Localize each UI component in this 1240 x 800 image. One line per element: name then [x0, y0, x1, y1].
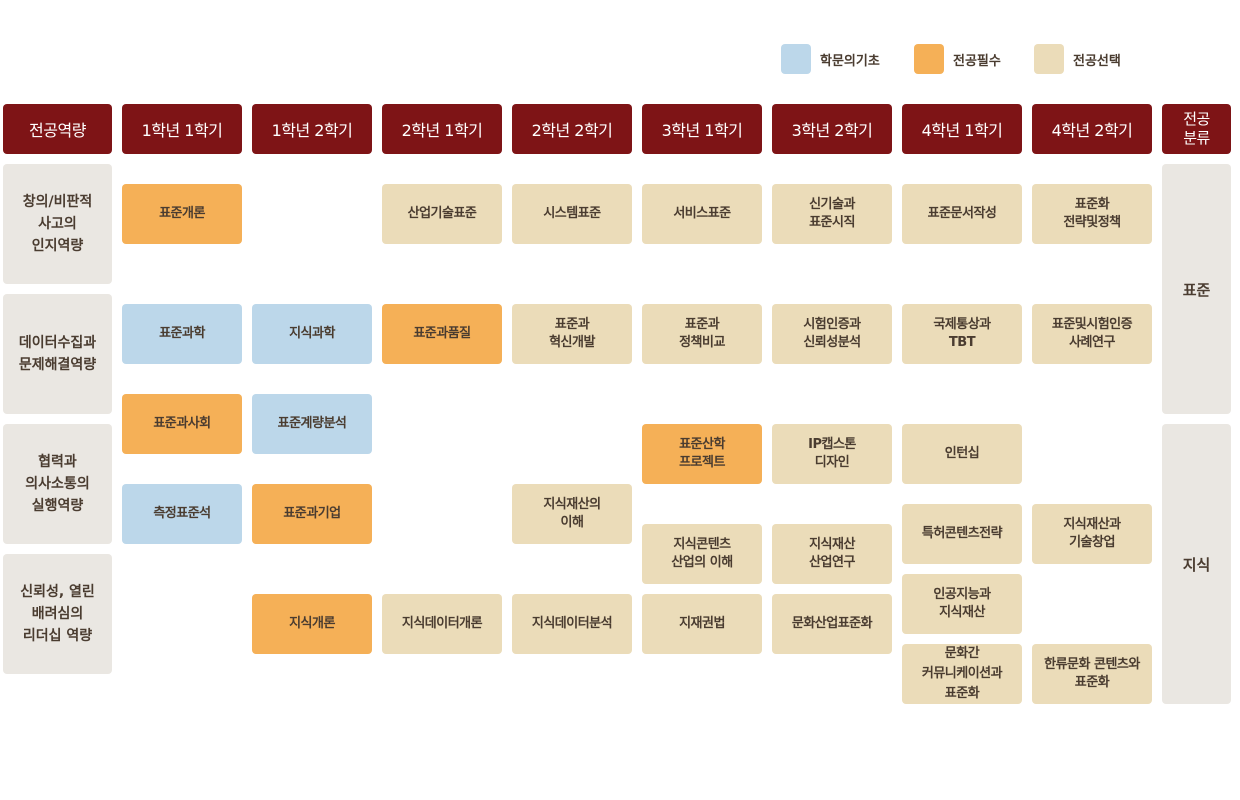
classification-knowledge: 지식 — [1162, 424, 1231, 704]
header-semester: 2학년 1학기 — [382, 104, 502, 154]
header-semester: 3학년 1학기 — [642, 104, 762, 154]
header-semester: 2학년 2학기 — [512, 104, 632, 154]
competency-cognitive: 창의/비판적 사고의 인지역량 — [3, 164, 112, 284]
course-box: 문화산업표준화 — [772, 594, 892, 654]
course-box: 표준과 정책비교 — [642, 304, 762, 364]
legend-label-required: 전공필수 — [953, 54, 1001, 69]
header-competency: 전공역량 — [3, 104, 112, 154]
course-box: 지재권법 — [642, 594, 762, 654]
course-box: 시험인증과 신뢰성분석 — [772, 304, 892, 364]
course-box: 지식데이터분석 — [512, 594, 632, 654]
header-semester: 4학년 2학기 — [1032, 104, 1152, 154]
header-semester: 1학년 1학기 — [122, 104, 242, 154]
course-box: 표준과기업 — [252, 484, 372, 544]
classification-standard: 표준 — [1162, 164, 1231, 414]
course-box: 서비스표준 — [642, 184, 762, 244]
course-box: 측정표준석 — [122, 484, 242, 544]
course-box: 표준과사회 — [122, 394, 242, 454]
competency-leadership: 신뢰성, 열린 배려심의 리더십 역량 — [3, 554, 112, 674]
course-box: 지식재산 산업연구 — [772, 524, 892, 584]
legend-label-elective: 전공선택 — [1073, 54, 1121, 69]
legend-swatch-elective — [1034, 44, 1064, 74]
course-box: 특허콘텐츠전략 — [902, 504, 1022, 564]
course-box: 표준과학 — [122, 304, 242, 364]
header-semester: 4학년 1학기 — [902, 104, 1022, 154]
course-box: 시스템표준 — [512, 184, 632, 244]
course-box: 표준및시험인증 사례연구 — [1032, 304, 1152, 364]
header-semester: 1학년 2학기 — [252, 104, 372, 154]
course-box: 표준산학 프로젝트 — [642, 424, 762, 484]
course-box: 문화간 커뮤니케이션과 표준화 — [902, 644, 1022, 704]
competency-problem-solving: 데이터수집과 문제해결역량 — [3, 294, 112, 414]
course-box: IP캡스톤 디자인 — [772, 424, 892, 484]
course-box: 지식과학 — [252, 304, 372, 364]
course-box: 표준문서작성 — [902, 184, 1022, 244]
course-box: 인공지능과 지식재산 — [902, 574, 1022, 634]
header-semester: 3학년 2학기 — [772, 104, 892, 154]
course-box: 표준개론 — [122, 184, 242, 244]
header-classification: 전공 분류 — [1162, 104, 1231, 154]
legend-label-basic: 학문의기초 — [820, 54, 880, 69]
course-box: 표준과품질 — [382, 304, 502, 364]
course-box: 지식재산과 기술창업 — [1032, 504, 1152, 564]
legend-swatch-required — [914, 44, 944, 74]
course-box: 표준화 전략및정책 — [1032, 184, 1152, 244]
course-box: 국제통상과 TBT — [902, 304, 1022, 364]
course-box: 지식콘텐츠 산업의 이해 — [642, 524, 762, 584]
legend-swatch-basic — [781, 44, 811, 74]
course-box: 표준계량분석 — [252, 394, 372, 454]
course-box: 신기술과 표준시직 — [772, 184, 892, 244]
course-box: 지식재산의 이해 — [512, 484, 632, 544]
course-box: 인턴십 — [902, 424, 1022, 484]
course-box: 지식데이터개론 — [382, 594, 502, 654]
course-box: 표준과 혁신개발 — [512, 304, 632, 364]
course-box: 산업기술표준 — [382, 184, 502, 244]
course-box: 한류문화 콘텐츠와 표준화 — [1032, 644, 1152, 704]
course-box: 지식개론 — [252, 594, 372, 654]
competency-communication: 협력과 의사소통의 실행역량 — [3, 424, 112, 544]
